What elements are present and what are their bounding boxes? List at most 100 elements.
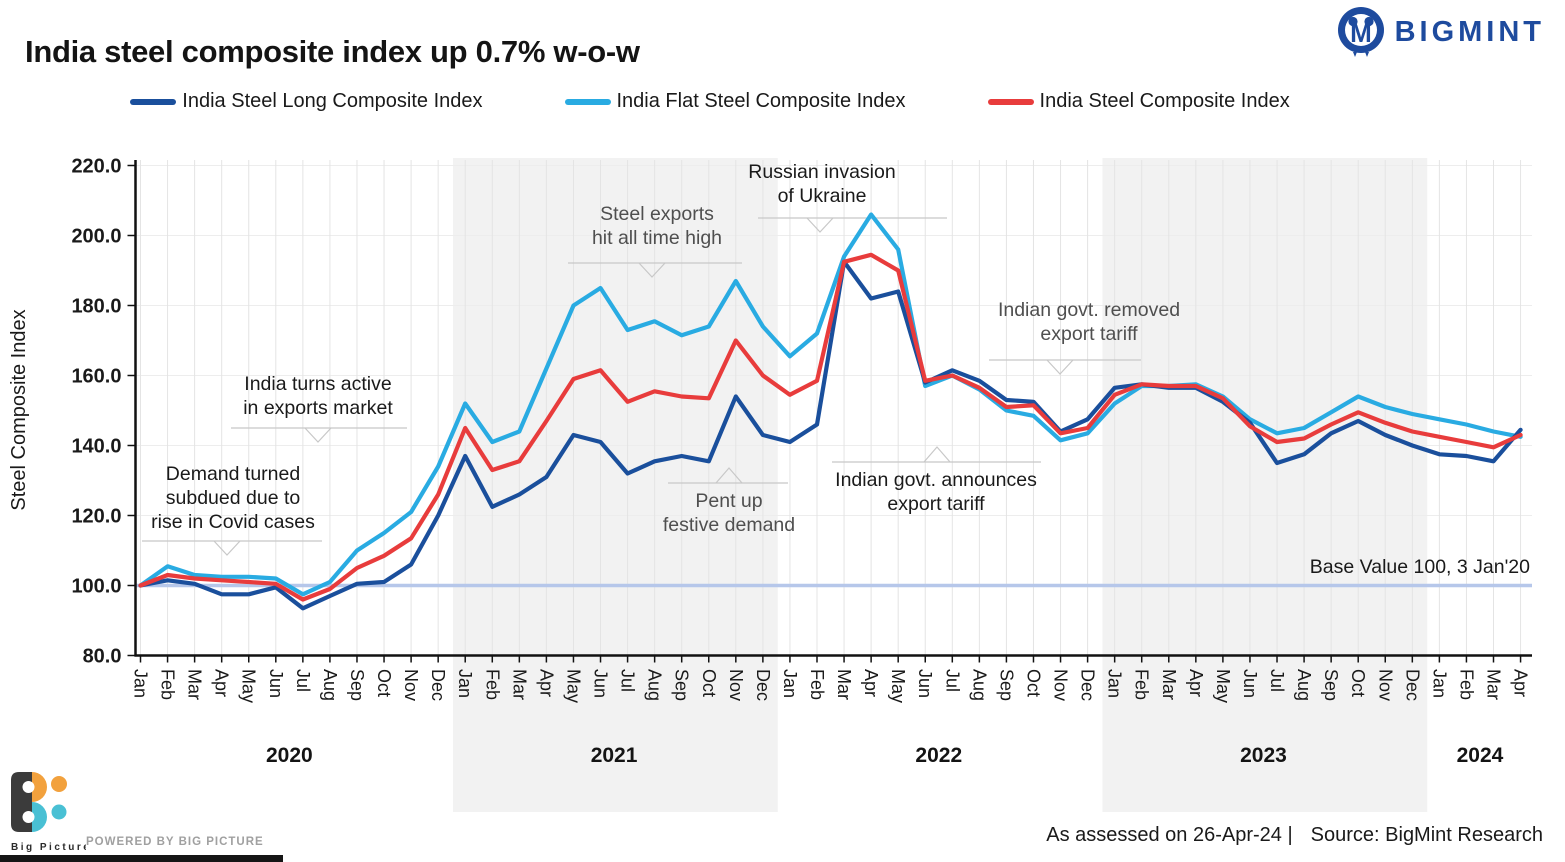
- year-label: 2021: [591, 744, 638, 767]
- month-label: Oct: [374, 669, 394, 697]
- month-label: Nov: [1375, 669, 1395, 701]
- month-label: Aug: [320, 669, 340, 701]
- month-label: Mar: [509, 669, 529, 700]
- y-tick-label: 160.0: [71, 366, 121, 388]
- month-label: Jun: [1240, 669, 1260, 698]
- month-label: Mar: [185, 669, 205, 700]
- annotation-text: India turns active in exports market: [243, 373, 393, 419]
- annotation: Russian invasion of Ukraine: [748, 161, 947, 233]
- source-label: Source: BigMint Research: [1310, 824, 1543, 846]
- footer-attribution: As assessed on 26-Apr-24 | Source: BigMi…: [1046, 824, 1543, 847]
- month-label: May: [888, 669, 908, 703]
- month-label: Apr: [536, 669, 556, 697]
- legend-swatch-flat: [564, 98, 611, 105]
- annotation-callout-pointer: [638, 262, 666, 278]
- month-label: Mar: [834, 669, 854, 700]
- series-line-2: [138, 212, 1523, 597]
- annotation-callout-pointer: [923, 446, 951, 463]
- series-line-3: [138, 252, 1523, 602]
- month-label: Jul: [942, 669, 962, 692]
- month-label: Sep: [347, 669, 367, 701]
- assessed-date-label: As assessed on 26-Apr-24 |: [1046, 824, 1293, 846]
- month-label: Jun: [915, 669, 935, 698]
- y-axis-title: Steel Composite Index: [8, 309, 30, 510]
- svg-text:M: M: [1350, 18, 1372, 48]
- month-label: Feb: [807, 669, 827, 700]
- year-label: 2022: [915, 744, 962, 767]
- annotation-text: Russian invasion of Ukraine: [748, 161, 895, 207]
- year-shaded-band: [1102, 158, 1428, 812]
- month-label: Feb: [1132, 669, 1152, 700]
- month-label: Aug: [645, 669, 665, 701]
- month-label: Jul: [293, 669, 313, 692]
- legend-label-flat: India Flat Steel Composite Index: [616, 90, 906, 112]
- month-label: Dec: [1078, 669, 1098, 701]
- annotation: Steel exports hit all time high: [568, 203, 742, 278]
- y-tick-label: 120.0: [71, 506, 121, 528]
- legend-item-composite: India Steel Composite Index: [987, 90, 1290, 113]
- annotation-callout-pointer: [1046, 359, 1074, 375]
- annotation-callout-pointer: [806, 217, 834, 233]
- month-label: Feb: [158, 669, 178, 700]
- series-line-1: [138, 259, 1523, 611]
- bigmint-monogram-icon: M: [1337, 7, 1384, 57]
- annotation-text: Steel exports hit all time high: [592, 203, 722, 249]
- month-label: Dec: [1402, 669, 1422, 701]
- legend-swatch-long: [130, 98, 177, 105]
- y-tick-label: 180.0: [71, 296, 121, 318]
- annotation-text: Pent up festive demand: [663, 490, 795, 536]
- month-label: Feb: [1456, 669, 1476, 700]
- month-label: Jun: [266, 669, 286, 698]
- bigmint-wordmark: BIGMINT: [1394, 15, 1545, 48]
- annotation: India turns active in exports market: [231, 373, 407, 443]
- bigmint-brand: M BIGMINT: [1337, 6, 1545, 58]
- legend-item-long: India Steel Long Composite Index: [130, 90, 483, 113]
- chart-legend: India Steel Long Composite Index India F…: [60, 90, 1360, 113]
- page-title: India steel composite index up 0.7% w-o-…: [25, 34, 640, 69]
- y-tick-label: 220.0: [71, 156, 121, 178]
- month-label: Feb: [482, 669, 502, 700]
- legend-item-flat: India Flat Steel Composite Index: [564, 90, 906, 113]
- month-label: Jul: [618, 669, 638, 692]
- annotation-callout-pointer: [213, 540, 241, 556]
- month-label: Mar: [1484, 669, 1504, 700]
- month-label: Apr: [861, 669, 881, 697]
- month-label: Oct: [1023, 669, 1043, 697]
- month-label: May: [563, 669, 583, 703]
- annotation-text: Indian govt. removed export tariff: [998, 299, 1180, 345]
- month-label: Jan: [455, 669, 475, 698]
- legend-swatch-composite: [987, 98, 1034, 105]
- month-label: Jan: [1429, 669, 1449, 698]
- bottom-banner-strip: [0, 855, 283, 862]
- month-label: Sep: [1321, 669, 1341, 701]
- month-label: Apr: [1511, 669, 1531, 697]
- annotation: Pent up festive demand: [663, 467, 795, 536]
- y-tick-label: 200.0: [71, 226, 121, 248]
- month-label: Jan: [131, 669, 151, 698]
- legend-label-long: India Steel Long Composite Index: [182, 90, 483, 112]
- month-label: Oct: [699, 669, 719, 697]
- month-label: Nov: [401, 669, 421, 701]
- big-picture-logo: Big Picture: [11, 772, 86, 853]
- month-label: Apr: [1186, 669, 1206, 697]
- month-label: Oct: [1348, 669, 1368, 697]
- base-value-label: Base Value 100, 3 Jan'20: [1310, 556, 1530, 578]
- month-label: Mar: [1159, 669, 1179, 700]
- month-label: Jan: [1105, 669, 1125, 698]
- annotation: Indian govt. removed export tariff: [989, 299, 1180, 375]
- month-label: May: [239, 669, 259, 703]
- month-label: Sep: [672, 669, 692, 701]
- month-label: Nov: [726, 669, 746, 701]
- annotation-callout-pointer: [715, 467, 743, 484]
- annotation: Demand turned subdued due to rise in Covid…: [142, 463, 322, 556]
- annotation-callout-pointer: [304, 427, 332, 443]
- big-picture-logo-text: Big Picture: [11, 842, 86, 853]
- month-label: Nov: [1051, 669, 1071, 701]
- y-tick-label: 100.0: [71, 576, 121, 598]
- month-label: Jan: [780, 669, 800, 698]
- month-label: Aug: [1294, 669, 1314, 701]
- y-tick-label: 80.0: [83, 646, 122, 668]
- month-label: Aug: [969, 669, 989, 701]
- year-label: 2023: [1240, 744, 1287, 767]
